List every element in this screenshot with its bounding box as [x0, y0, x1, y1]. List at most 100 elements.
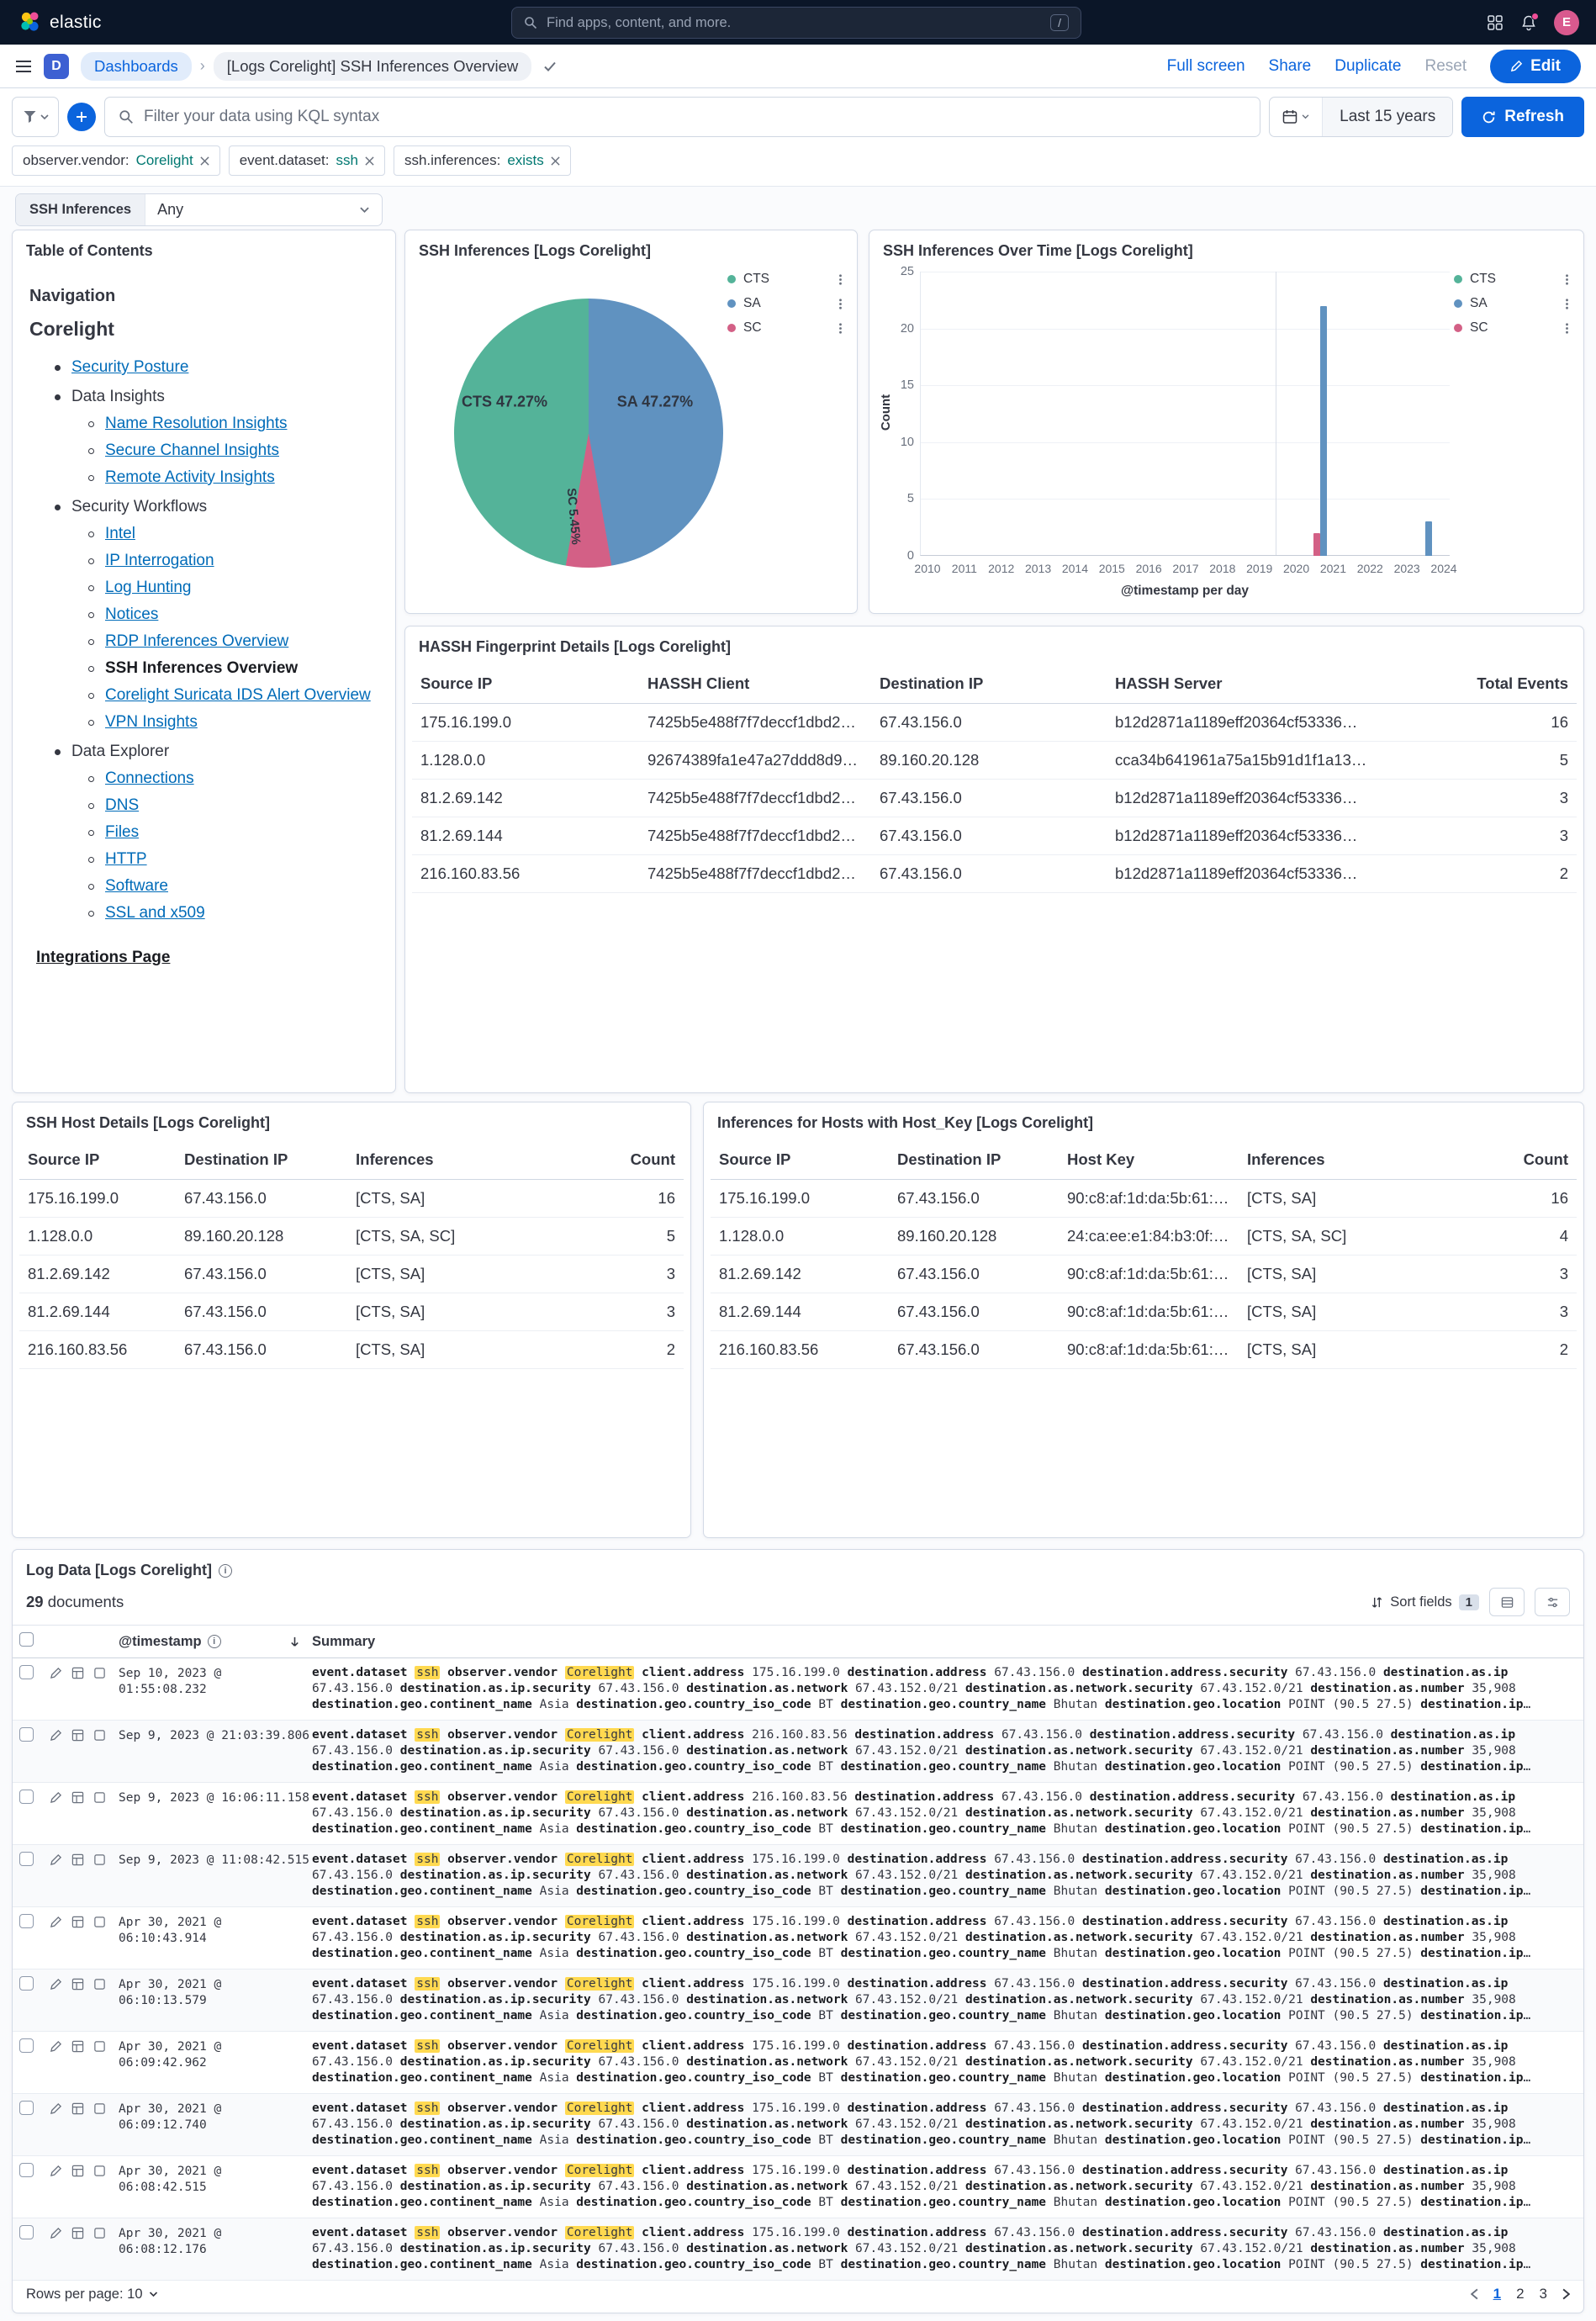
row-expand-icon[interactable]	[93, 1852, 119, 1866]
legend-label[interactable]: SC	[743, 320, 762, 335]
table-row[interactable]: 216.160.83.56 67.43.156.0 90:c8:af:1d:da:5…	[711, 1330, 1577, 1369]
sort-fields-button[interactable]: Sort fields 1	[1371, 1594, 1479, 1610]
info-icon[interactable]: i	[218, 1563, 232, 1578]
toc-link-item[interactable]: Intel	[88, 521, 378, 547]
column-header[interactable]: Source IP	[19, 1140, 176, 1180]
row-checkbox[interactable]	[19, 1665, 34, 1679]
row-table-icon[interactable]	[71, 1790, 93, 1804]
row-edit-icon[interactable]	[50, 2225, 71, 2239]
column-header[interactable]: HASSH Server	[1107, 664, 1468, 704]
toc-link-item[interactable]: Connections	[88, 765, 378, 792]
share-button[interactable]: Share	[1268, 56, 1312, 75]
toc-link-item[interactable]: Security Posture	[55, 354, 378, 381]
pie-circle[interactable]	[454, 299, 723, 568]
toc-link-item[interactable]: DNS	[88, 792, 378, 819]
legend-menu-icon[interactable]	[834, 322, 847, 335]
toc-link-item[interactable]: Files	[88, 819, 378, 846]
breadcrumb-dashboards[interactable]: Dashboards	[81, 51, 192, 81]
remove-filter-icon[interactable]	[365, 156, 374, 166]
toc-link-item[interactable]: VPN Insights	[88, 709, 378, 736]
column-header[interactable]: Destination IP	[889, 1140, 1059, 1180]
table-row[interactable]: 216.160.83.56 67.43.156.0 [CTS, SA] 2	[19, 1330, 684, 1369]
row-edit-icon[interactable]	[50, 1914, 71, 1928]
ssh-inferences-control[interactable]: SSH Inferences Any	[15, 193, 383, 226]
column-header[interactable]: Source IP	[711, 1140, 889, 1180]
table-row[interactable]: 81.2.69.142 67.43.156.0 90:c8:af:1d:da:5b:…	[711, 1255, 1577, 1293]
row-edit-icon[interactable]	[50, 1790, 71, 1804]
row-expand-icon[interactable]	[93, 2038, 119, 2053]
legend-menu-icon[interactable]	[1561, 298, 1573, 310]
chart-bar[interactable]	[1320, 305, 1328, 556]
row-edit-icon[interactable]	[50, 1665, 71, 1679]
row-table-icon[interactable]	[71, 2163, 93, 2177]
legend-menu-icon[interactable]	[834, 273, 847, 286]
duplicate-button[interactable]: Duplicate	[1334, 56, 1402, 75]
row-edit-icon[interactable]	[50, 2163, 71, 2177]
row-table-icon[interactable]	[71, 2038, 93, 2053]
row-checkbox[interactable]	[19, 1976, 34, 1991]
toc-link-item[interactable]: Notices	[88, 601, 378, 628]
row-table-icon[interactable]	[71, 1852, 93, 1866]
column-header[interactable]: Total Events	[1468, 664, 1577, 704]
row-checkbox[interactable]	[19, 1727, 34, 1742]
toc-link-item[interactable]: Corelight Suricata IDS Alert Overview	[88, 682, 378, 709]
row-edit-icon[interactable]	[50, 1976, 71, 1991]
table-row[interactable]: 175.16.199.0 7425b5e488f7f7deccf1dbd2551f…	[412, 703, 1577, 742]
row-table-icon[interactable]	[71, 1914, 93, 1928]
table-row[interactable]: 81.2.69.144 67.43.156.0 [CTS, SA] 3	[19, 1293, 684, 1331]
table-row[interactable]: 1.128.0.0 89.160.20.128 24:ca:ee:e1:84:b3:…	[711, 1217, 1577, 1256]
page-number[interactable]: 3	[1539, 2286, 1547, 2302]
column-header[interactable]: Inferences	[1239, 1140, 1491, 1180]
row-checkbox[interactable]	[19, 2225, 34, 2239]
toc-link-item[interactable]: HTTP	[88, 846, 378, 873]
row-expand-icon[interactable]	[93, 1665, 119, 1679]
row-table-icon[interactable]	[71, 2225, 93, 2239]
table-row[interactable]: 81.2.69.144 67.43.156.0 90:c8:af:1d:da:5b:…	[711, 1293, 1577, 1331]
filter-pill[interactable]: observer.vendor: Corelight	[12, 145, 220, 176]
full-screen-button[interactable]: Full screen	[1166, 56, 1245, 75]
apps-menu-icon[interactable]	[1487, 14, 1504, 31]
legend-menu-icon[interactable]	[1561, 273, 1573, 286]
row-table-icon[interactable]	[71, 1727, 93, 1742]
elastic-logo[interactable]: elastic	[18, 11, 102, 34]
user-avatar[interactable]: E	[1554, 9, 1579, 35]
sort-desc-arrow-icon[interactable]	[289, 1636, 300, 1647]
table-row[interactable]: 1.128.0.0 89.160.20.128 [CTS, SA, SC] 5	[19, 1217, 684, 1256]
toc-link-item[interactable]: Software	[88, 873, 378, 900]
table-row[interactable]: 81.2.69.142 67.43.156.0 [CTS, SA] 3	[19, 1255, 684, 1293]
legend-menu-icon[interactable]	[1561, 322, 1573, 335]
display-options-button[interactable]	[1489, 1588, 1525, 1616]
table-row[interactable]: 216.160.83.56 7425b5e488f7f7deccf1dbd2551…	[412, 854, 1577, 893]
integrations-page-link[interactable]: Integrations Page	[36, 949, 171, 966]
column-info-icon[interactable]: i	[207, 1635, 221, 1648]
legend-label[interactable]: CTS	[743, 272, 769, 286]
calendar-menu-button[interactable]	[1270, 98, 1322, 136]
row-edit-icon[interactable]	[50, 1852, 71, 1866]
page-number[interactable]: 2	[1516, 2286, 1525, 2302]
space-avatar[interactable]: D	[44, 53, 69, 79]
column-header[interactable]: Count	[600, 1140, 684, 1180]
row-checkbox[interactable]	[19, 1790, 34, 1804]
legend-menu-icon[interactable]	[834, 298, 847, 310]
column-header[interactable]: Destination IP	[871, 664, 1107, 704]
legend-label[interactable]: SA	[1470, 296, 1488, 310]
previous-page-icon[interactable]	[1470, 2288, 1478, 2300]
table-row[interactable]: 1.128.0.092674389fa1e47a27ddd8d9b63ec…89…	[412, 741, 1577, 780]
table-row[interactable]: 81.2.69.144 7425b5e488f7f7deccf1dbd2551fb…	[412, 817, 1577, 855]
row-table-icon[interactable]	[71, 1665, 93, 1679]
breadcrumb-check-icon[interactable]	[543, 61, 557, 72]
chart-bar[interactable]	[1313, 532, 1320, 556]
column-header[interactable]: Inferences	[347, 1140, 600, 1180]
row-expand-icon[interactable]	[93, 1790, 119, 1804]
row-edit-icon[interactable]	[50, 2101, 71, 2115]
row-edit-icon[interactable]	[50, 1727, 71, 1742]
table-row[interactable]: 81.2.69.142 7425b5e488f7f7deccf1dbd2551fb…	[412, 779, 1577, 817]
filter-menu-button[interactable]	[12, 97, 59, 137]
toc-link-item[interactable]: Log Hunting	[88, 574, 378, 601]
grid-settings-button[interactable]	[1535, 1588, 1570, 1616]
page-number[interactable]: 1	[1493, 2286, 1502, 2302]
legend-label[interactable]: SA	[743, 296, 761, 310]
toc-link-item[interactable]: Remote Activity Insights	[88, 464, 378, 491]
toc-link-item[interactable]: RDP Inferences Overview	[88, 628, 378, 655]
filter-pill[interactable]: event.dataset: ssh	[228, 145, 385, 176]
